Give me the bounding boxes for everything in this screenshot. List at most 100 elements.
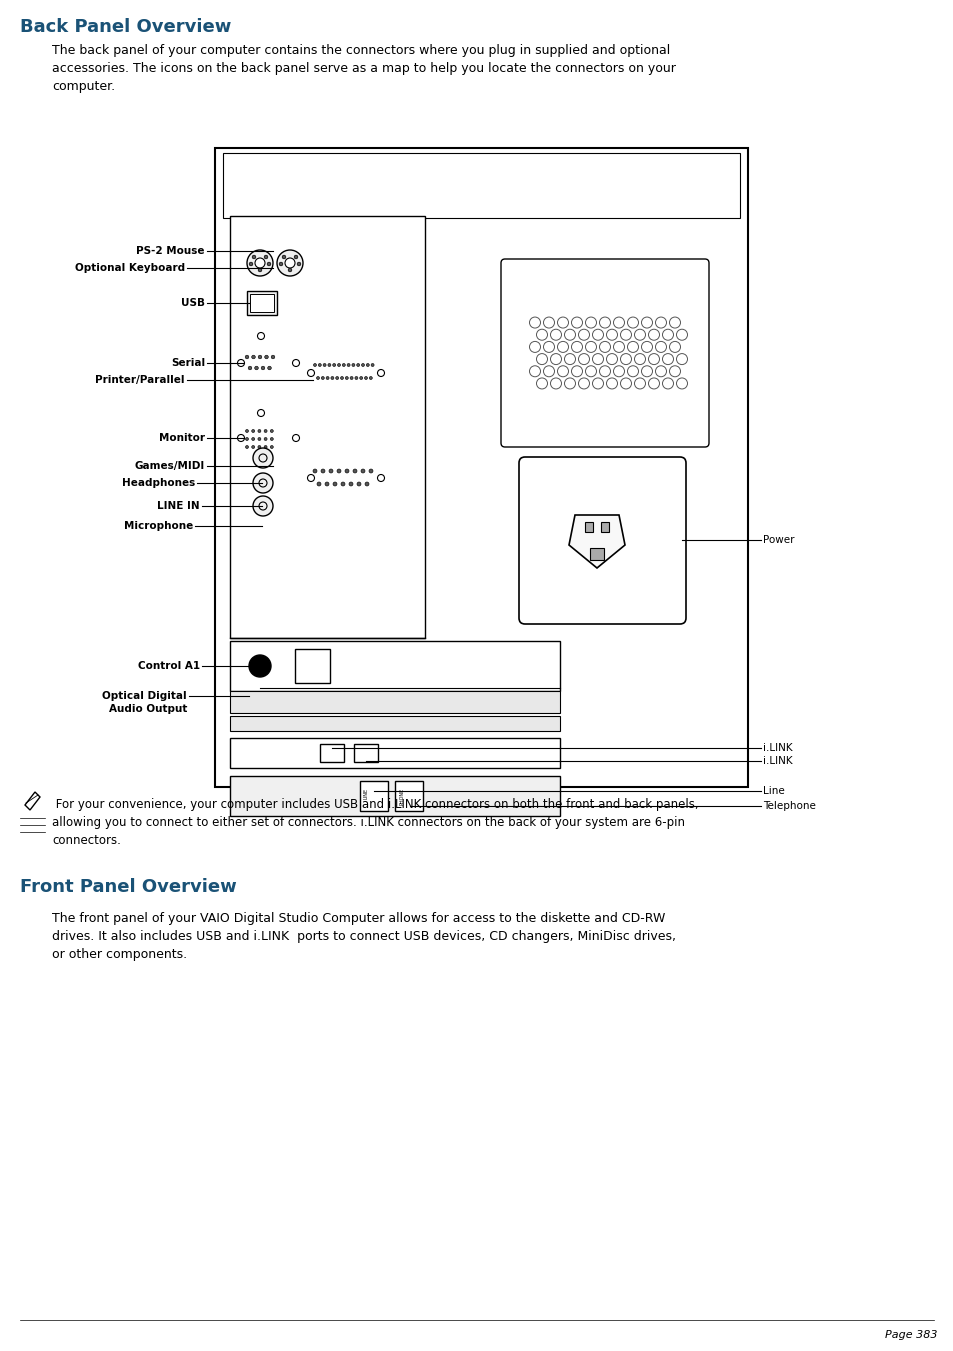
Text: USB: USB [181,299,205,308]
Circle shape [655,342,666,353]
Circle shape [661,378,673,389]
Bar [230,775,559,816]
Circle shape [320,469,325,473]
Circle shape [270,430,273,432]
Text: Headphones: Headphones [122,478,194,488]
Polygon shape [310,355,381,390]
Text: PHONE: PHONE [399,788,405,805]
Circle shape [669,342,679,353]
Circle shape [564,330,575,340]
Text: Back Panel Overview: Back Panel Overview [20,18,232,36]
Bar [214,149,747,788]
Circle shape [364,377,367,380]
Circle shape [564,354,575,365]
Circle shape [640,366,652,377]
Circle shape [253,449,273,467]
Circle shape [340,482,345,486]
Circle shape [543,366,554,377]
Circle shape [356,363,359,366]
Circle shape [264,355,268,359]
Circle shape [361,363,364,366]
Circle shape [249,655,271,677]
Circle shape [676,330,687,340]
Circle shape [257,446,260,449]
Text: For your convenience, your computer includes USB and i.LINK connectors on both t: For your convenience, your computer incl… [52,798,698,847]
Circle shape [258,269,261,272]
Circle shape [640,317,652,328]
Text: Line: Line [762,786,784,796]
Circle shape [543,342,554,353]
Circle shape [252,255,255,259]
Circle shape [276,250,303,276]
Circle shape [550,378,561,389]
Circle shape [282,255,286,259]
Circle shape [248,366,252,370]
Circle shape [353,469,356,473]
Circle shape [369,377,372,380]
Bar [230,216,424,638]
Circle shape [371,363,374,366]
Text: Serial: Serial [171,358,205,367]
Bar [319,744,344,762]
Circle shape [333,482,336,486]
Bar [294,648,330,684]
Circle shape [619,330,631,340]
Circle shape [252,446,254,449]
Circle shape [350,377,353,380]
Circle shape [571,342,582,353]
Circle shape [245,430,248,432]
Text: Microphone: Microphone [124,521,193,531]
Circle shape [294,255,297,259]
Circle shape [366,363,369,366]
Bar [584,521,593,532]
Circle shape [264,438,267,440]
Circle shape [669,317,679,328]
Circle shape [252,430,254,432]
Bar [359,781,388,811]
Circle shape [253,496,273,516]
Circle shape [676,354,687,365]
Circle shape [536,330,547,340]
Polygon shape [240,426,296,451]
Circle shape [529,342,540,353]
Circle shape [669,366,679,377]
Circle shape [270,446,273,449]
Circle shape [598,366,610,377]
Circle shape [585,342,596,353]
Circle shape [598,342,610,353]
Circle shape [655,366,666,377]
Circle shape [288,269,292,272]
Circle shape [253,473,273,493]
Circle shape [598,317,610,328]
Circle shape [619,354,631,365]
Circle shape [356,482,360,486]
Text: Power: Power [762,535,794,544]
Text: The front panel of your VAIO Digital Studio Computer allows for access to the di: The front panel of your VAIO Digital Stu… [52,912,676,961]
Circle shape [634,354,645,365]
Circle shape [536,378,547,389]
FancyBboxPatch shape [500,259,708,447]
Circle shape [627,342,638,353]
Circle shape [578,354,589,365]
Text: Control A1: Control A1 [138,661,200,671]
Circle shape [245,438,248,440]
Circle shape [655,317,666,328]
Circle shape [550,354,561,365]
Polygon shape [568,515,624,567]
FancyBboxPatch shape [518,457,685,624]
Circle shape [342,363,345,366]
Circle shape [254,366,258,370]
Circle shape [261,366,265,370]
Circle shape [369,469,373,473]
Text: Front Panel Overview: Front Panel Overview [20,878,236,896]
Circle shape [337,363,340,366]
Text: i.LINK: i.LINK [762,757,792,766]
Circle shape [245,355,249,359]
Circle shape [329,469,333,473]
Text: Monitor: Monitor [159,434,205,443]
Circle shape [613,366,624,377]
Circle shape [245,446,248,449]
Circle shape [345,469,349,473]
Circle shape [325,482,329,486]
Circle shape [331,377,334,380]
